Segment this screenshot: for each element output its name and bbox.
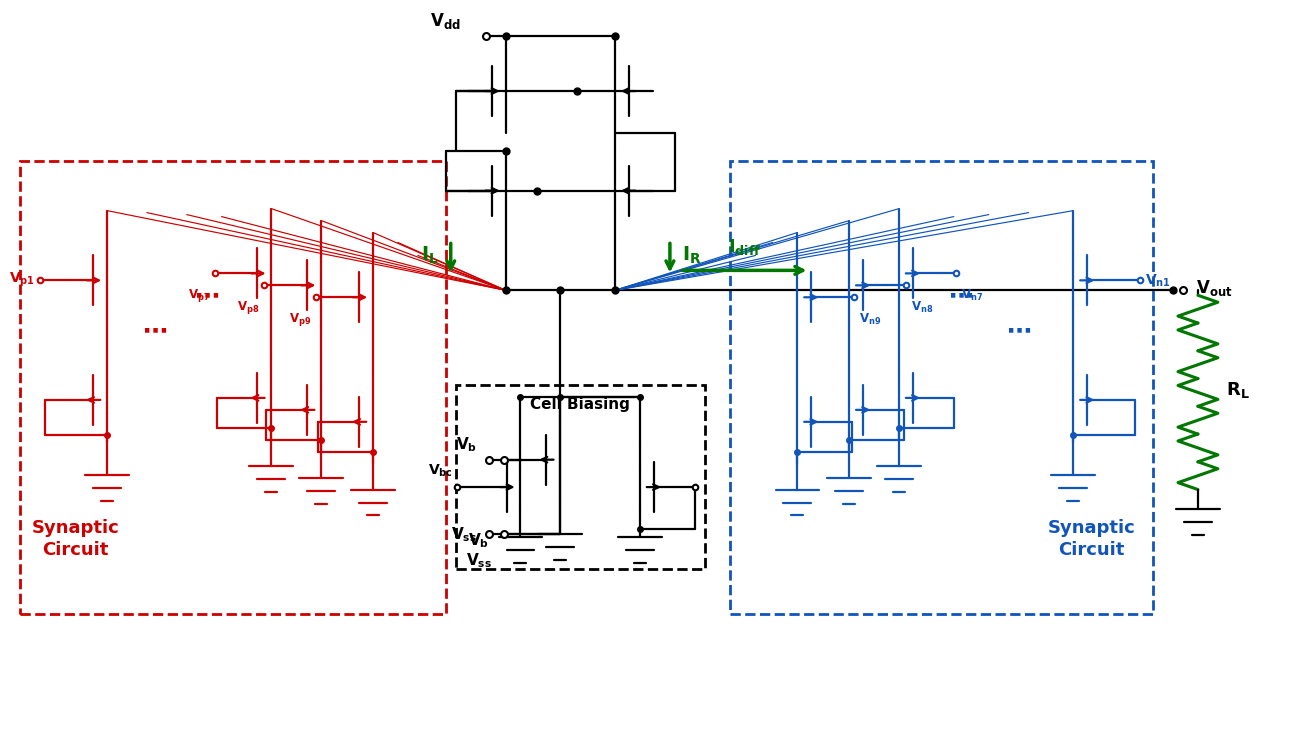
Text: $\mathbf{V_{n7}}$: $\mathbf{V_{n7}}$ (961, 288, 983, 302)
Text: $\mathbf{V_{dd}}$: $\mathbf{V_{dd}}$ (431, 11, 460, 31)
Text: $\mathbf{V_{p7}}$: $\mathbf{V_{p7}}$ (187, 287, 209, 304)
Text: $\mathbf{V_{n9}}$: $\mathbf{V_{n9}}$ (860, 311, 882, 327)
Text: $\mathbf{I_L}$: $\mathbf{I_L}$ (422, 245, 438, 266)
Text: Synaptic
Circuit: Synaptic Circuit (31, 519, 119, 559)
Text: $\mathbf{I_{diff}}$: $\mathbf{I_{diff}}$ (728, 238, 762, 258)
Text: $\boldsymbol{\cdots}$: $\boldsymbol{\cdots}$ (948, 283, 974, 307)
Text: $\mathbf{V_{ss}}$: $\mathbf{V_{ss}}$ (465, 551, 491, 570)
Text: $\mathbf{V_{ss}}$: $\mathbf{V_{ss}}$ (450, 525, 477, 544)
Text: $\mathbf{V_{bc}}$: $\mathbf{V_{bc}}$ (428, 463, 453, 479)
Text: Synaptic
Circuit: Synaptic Circuit (1047, 519, 1135, 559)
Text: $\mathbf{R_L}$: $\mathbf{R_L}$ (1226, 380, 1249, 400)
Text: $\mathbf{V_{p8}}$: $\mathbf{V_{p8}}$ (237, 299, 260, 316)
Text: Cell Biasing: Cell Biasing (530, 397, 630, 412)
Text: $\mathbf{V_b}$: $\mathbf{V_b}$ (468, 531, 489, 550)
Text: $\boldsymbol{\cdots}$: $\boldsymbol{\cdots}$ (142, 318, 167, 342)
Text: $\mathbf{V_{p1}}$: $\mathbf{V_{p1}}$ (9, 271, 35, 290)
Text: $\boldsymbol{\cdots}$: $\boldsymbol{\cdots}$ (1006, 318, 1032, 342)
Text: $\mathbf{V_{n8}}$: $\mathbf{V_{n8}}$ (912, 299, 934, 315)
Text: $\mathbf{V_{p9}}$: $\mathbf{V_{p9}}$ (290, 311, 312, 328)
Text: $\mathbf{V_b}$: $\mathbf{V_b}$ (455, 435, 477, 454)
Text: $\mathbf{I_R}$: $\mathbf{I_R}$ (681, 245, 702, 266)
Text: $\boldsymbol{\cdots}$: $\boldsymbol{\cdots}$ (194, 283, 220, 307)
Text: $\mathbf{V_{n1}}$: $\mathbf{V_{n1}}$ (1146, 272, 1171, 288)
Text: $\mathbf{V_{out}}$: $\mathbf{V_{out}}$ (1196, 279, 1232, 298)
